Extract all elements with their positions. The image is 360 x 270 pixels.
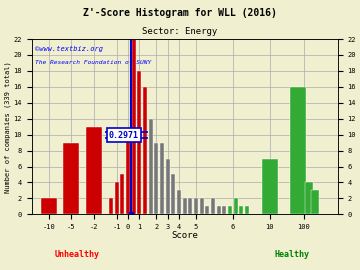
Bar	[239, 206, 243, 214]
Bar	[166, 158, 170, 214]
Bar	[126, 135, 130, 214]
Text: The Research Foundation of SUNY: The Research Foundation of SUNY	[35, 60, 151, 65]
Bar	[311, 190, 319, 214]
Bar	[200, 198, 204, 214]
Bar	[114, 183, 119, 214]
Bar	[245, 206, 249, 214]
Text: Z'-Score Histogram for WLL (2016): Z'-Score Histogram for WLL (2016)	[83, 8, 277, 18]
Bar	[194, 198, 198, 214]
Text: Sector: Energy: Sector: Energy	[142, 27, 218, 36]
Bar	[132, 39, 136, 214]
Bar	[188, 198, 192, 214]
Bar	[86, 127, 102, 214]
Bar	[149, 119, 153, 214]
Bar	[234, 198, 238, 214]
Bar	[305, 183, 313, 214]
Bar	[290, 87, 306, 214]
Bar	[222, 206, 226, 214]
Text: Healthy: Healthy	[275, 250, 310, 259]
Bar	[228, 206, 232, 214]
Bar	[63, 143, 79, 214]
Bar	[211, 198, 215, 214]
Bar	[120, 174, 124, 214]
Bar	[217, 206, 221, 214]
Bar	[171, 174, 175, 214]
Text: ©www.textbiz.org: ©www.textbiz.org	[35, 46, 103, 52]
Bar	[262, 158, 278, 214]
Bar	[160, 143, 164, 214]
Bar	[154, 143, 158, 214]
Bar	[177, 190, 181, 214]
Text: Unhealthy: Unhealthy	[54, 250, 99, 259]
Bar	[205, 206, 209, 214]
Bar	[109, 198, 113, 214]
Bar	[41, 198, 57, 214]
Bar	[137, 71, 141, 214]
Text: 0.2971: 0.2971	[109, 131, 139, 140]
Bar	[183, 198, 186, 214]
X-axis label: Score: Score	[171, 231, 198, 240]
Bar	[143, 87, 147, 214]
Y-axis label: Number of companies (339 total): Number of companies (339 total)	[4, 61, 11, 193]
